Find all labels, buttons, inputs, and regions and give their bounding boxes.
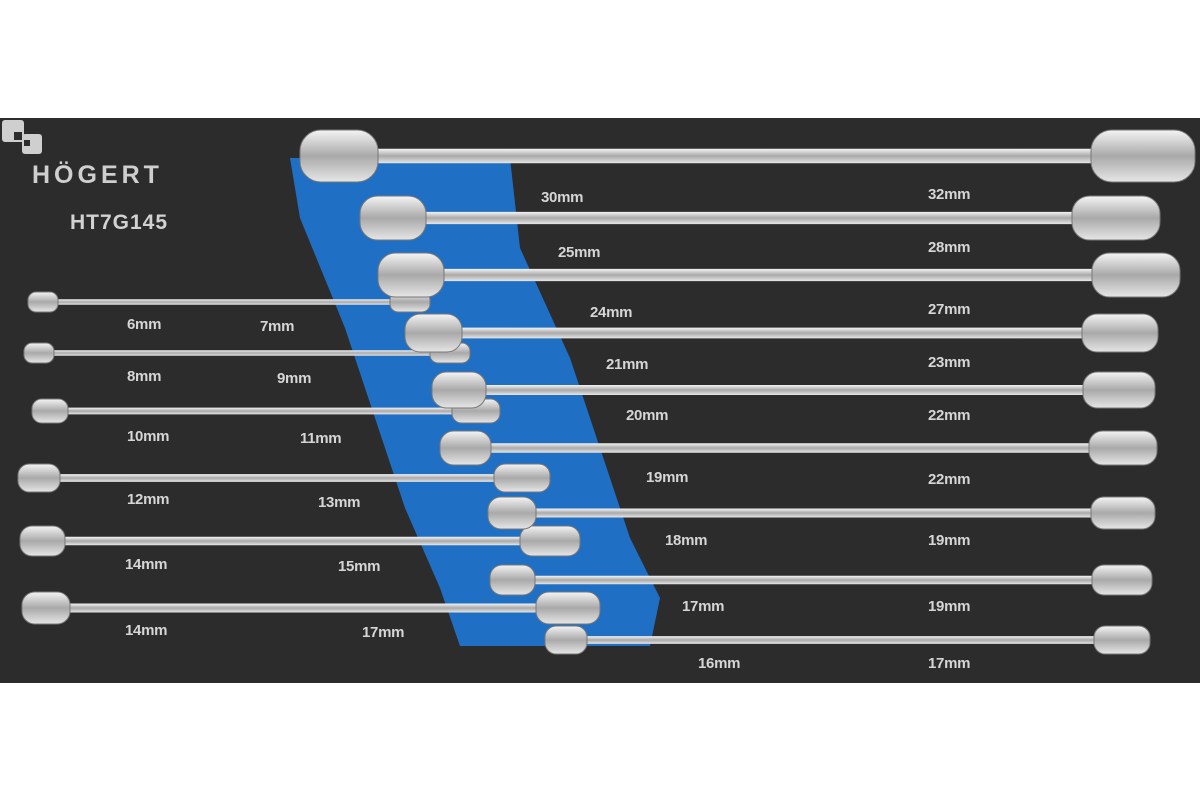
- wrench: [489, 564, 1153, 596]
- wrench: [544, 625, 1151, 655]
- size-label: 22mm: [928, 407, 971, 424]
- size-label: 7mm: [260, 318, 295, 335]
- wrench: [19, 525, 581, 557]
- size-label: 13mm: [318, 494, 361, 511]
- wrench-tray: HÖGERT HT7G145 6mm 7mm 8mm 9mm 10mm 11mm…: [0, 118, 1200, 683]
- size-label: 15mm: [338, 558, 381, 575]
- wrench: [377, 252, 1181, 298]
- size-label: 17mm: [928, 655, 971, 672]
- size-label: 16mm: [698, 655, 741, 672]
- size-label: 32mm: [928, 186, 971, 203]
- size-label: 25mm: [558, 244, 601, 261]
- size-label: 12mm: [127, 491, 170, 508]
- wrench: [431, 371, 1156, 409]
- size-label: 17mm: [362, 624, 405, 641]
- size-label: 20mm: [626, 407, 669, 424]
- size-label: 17mm: [682, 598, 725, 615]
- logo-squares-icon: [2, 120, 42, 154]
- size-label: 9mm: [277, 370, 312, 387]
- size-label: 11mm: [300, 430, 342, 447]
- brand-logo: HÖGERT: [32, 161, 163, 189]
- wrench: [21, 591, 601, 625]
- wrench: [359, 195, 1161, 241]
- size-label: 19mm: [646, 469, 689, 486]
- size-label: 14mm: [125, 556, 168, 573]
- wrench: [439, 430, 1158, 466]
- size-label: 14mm: [125, 622, 168, 639]
- size-label: 24mm: [590, 304, 633, 321]
- size-label: 6mm: [127, 316, 162, 333]
- tray-graphics: [17, 129, 1196, 655]
- size-label: 19mm: [928, 598, 971, 615]
- size-label: 21mm: [606, 356, 649, 373]
- wrench: [404, 313, 1159, 353]
- size-label: 27mm: [928, 301, 971, 318]
- size-label: 30mm: [541, 189, 584, 206]
- wrench: [17, 463, 551, 493]
- size-label: 19mm: [928, 532, 971, 549]
- wrench: [299, 129, 1196, 183]
- size-label: 28mm: [928, 239, 971, 256]
- size-label: 23mm: [928, 354, 971, 371]
- size-label: 8mm: [127, 368, 162, 385]
- size-label: 18mm: [665, 532, 708, 549]
- size-label: 22mm: [928, 471, 971, 488]
- wrench: [487, 496, 1156, 530]
- model-number: HT7G145: [70, 211, 169, 234]
- size-label: 10mm: [127, 428, 170, 445]
